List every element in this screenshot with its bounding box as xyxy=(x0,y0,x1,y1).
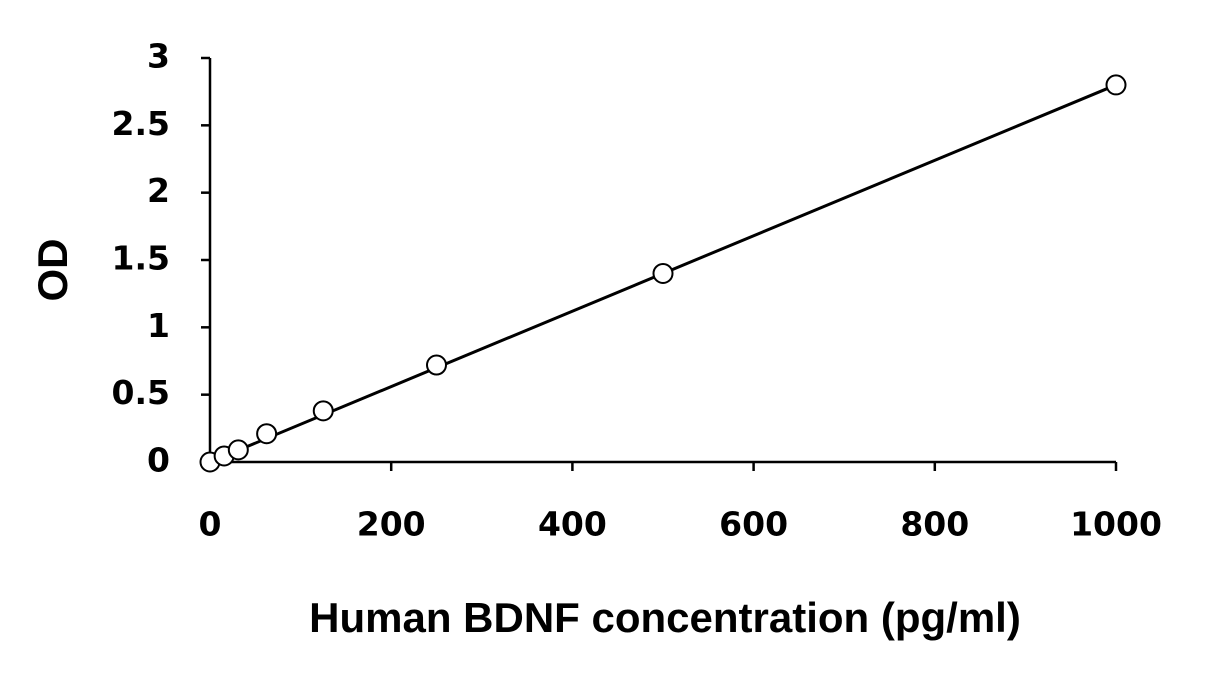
y-tick-label: 2 xyxy=(147,171,170,210)
y-tick-label: 2.5 xyxy=(112,104,170,143)
y-axis-title: OD xyxy=(29,239,76,302)
point xyxy=(312,400,334,422)
x-tick-label: 600 xyxy=(719,505,788,544)
point xyxy=(652,262,674,284)
point xyxy=(426,354,447,376)
x-tick-label: 0 xyxy=(199,505,222,544)
x-tick-label: 1000 xyxy=(1070,505,1162,544)
x-axis-title: Human BDNF concentration (pg/ml) xyxy=(309,594,1021,641)
x-tick-label: 200 xyxy=(357,505,426,544)
point xyxy=(227,439,249,461)
point xyxy=(256,423,278,445)
point xyxy=(1105,74,1127,96)
y-tick-label: 3 xyxy=(147,37,170,76)
y-tick-label: 1.5 xyxy=(112,239,170,278)
y-tick-label: 0.5 xyxy=(112,373,170,412)
y-tick-label: 0 xyxy=(147,441,170,480)
y-tick-label: 1 xyxy=(147,306,170,345)
x-tick-label: 400 xyxy=(538,505,607,544)
x-tick-label: 800 xyxy=(900,505,969,544)
